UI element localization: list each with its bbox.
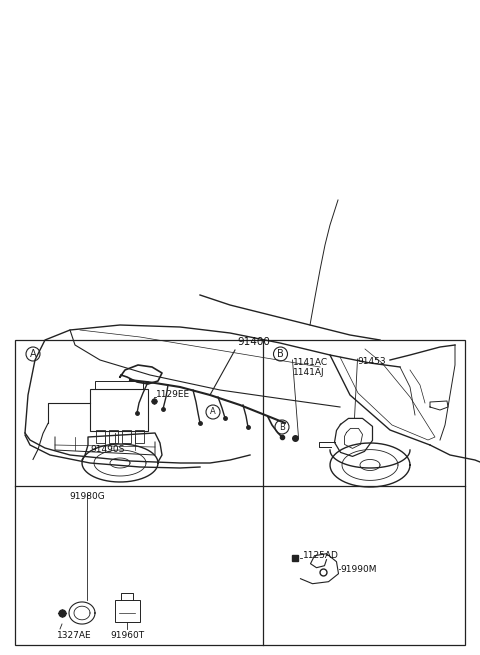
Bar xyxy=(15,340,465,645)
Text: 1125AD: 1125AD xyxy=(302,552,338,560)
Text: 1141AC: 1141AC xyxy=(292,358,328,367)
Text: 91400: 91400 xyxy=(237,337,270,347)
Text: 91960T: 91960T xyxy=(110,631,144,640)
Text: A: A xyxy=(210,407,216,417)
Text: B: B xyxy=(279,422,285,432)
Text: 1129EE: 1129EE xyxy=(156,390,190,400)
Text: A: A xyxy=(30,349,36,359)
Text: 91453: 91453 xyxy=(358,357,386,366)
Text: B: B xyxy=(277,349,284,359)
Bar xyxy=(115,600,140,622)
Text: 1141AJ: 1141AJ xyxy=(292,368,324,377)
Text: 91980G: 91980G xyxy=(69,493,105,501)
Text: 91490S: 91490S xyxy=(91,445,125,455)
Bar xyxy=(109,430,118,443)
Bar xyxy=(96,430,105,443)
Text: 1327AE: 1327AE xyxy=(57,631,92,640)
Text: 91990M: 91990M xyxy=(340,565,377,574)
Bar xyxy=(90,390,148,432)
Bar xyxy=(95,381,143,390)
Bar xyxy=(122,430,131,443)
Bar xyxy=(135,430,144,443)
